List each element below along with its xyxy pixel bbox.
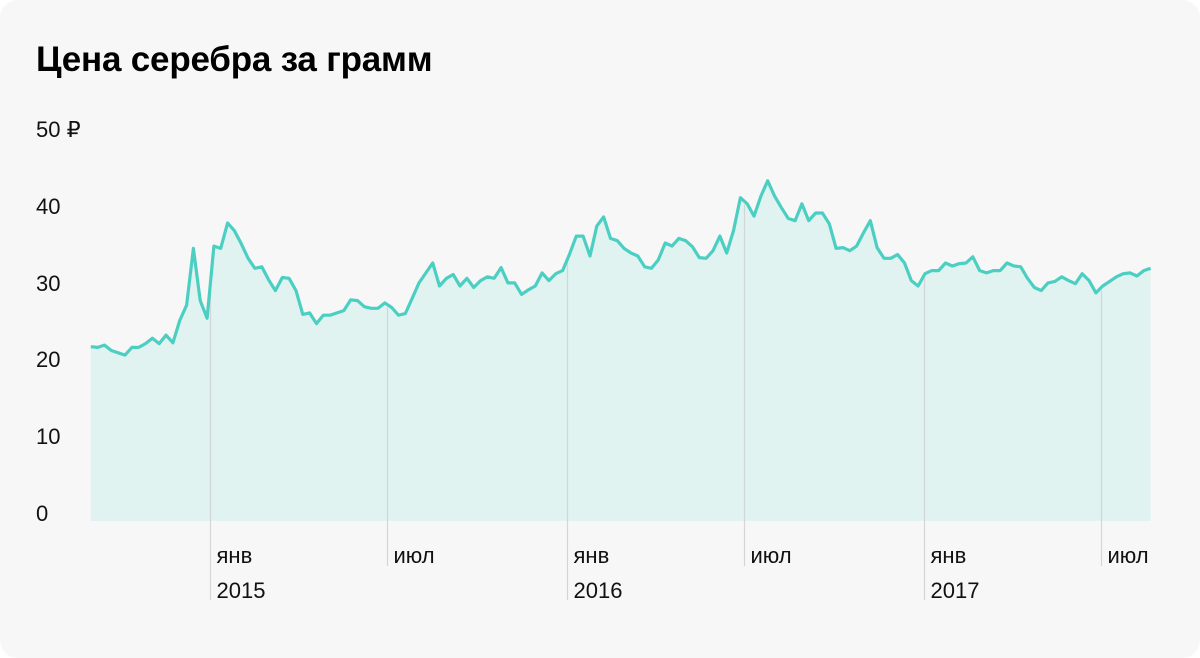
y-tick-label: 40: [36, 193, 61, 219]
x-tick-label: янв: [574, 543, 610, 568]
chart-title: Цена серебра за грамм: [36, 40, 433, 79]
y-tick-label: 50 ₽: [36, 117, 81, 142]
y-tick-label: 20: [36, 347, 61, 373]
x-tick-year: 2017: [931, 578, 980, 603]
y-tick-label: 0: [36, 501, 49, 526]
x-tick-label: июл: [751, 543, 792, 568]
y-tick-label: 30: [36, 270, 61, 296]
x-tick-year: 2016: [574, 578, 623, 603]
x-tick-label: июл: [394, 543, 435, 568]
x-tick-year: 2015: [217, 578, 266, 603]
x-tick-label: янв: [217, 543, 253, 568]
area-fill: [90, 180, 1151, 522]
x-tick-label: янв: [931, 543, 967, 568]
price-line: [90, 179, 1152, 357]
y-tick-label: 10: [36, 424, 61, 450]
x-tick-label: июл: [1108, 543, 1149, 568]
